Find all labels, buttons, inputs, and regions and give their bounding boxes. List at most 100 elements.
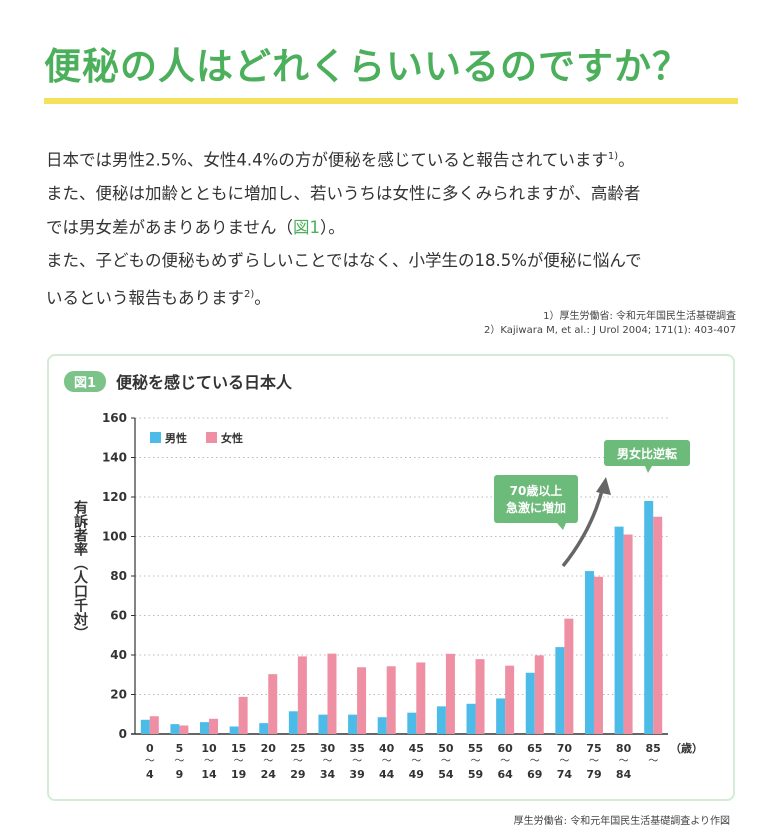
figure-badge: 図1 (64, 371, 107, 392)
x-tick-separator: 〜 (234, 756, 244, 767)
bar-female (653, 516, 663, 734)
x-tick-label: 60 (497, 742, 513, 755)
bar-male (644, 500, 654, 734)
legend-swatch (206, 432, 217, 443)
x-tick-label: 5 (176, 742, 184, 755)
x-tick-separator: 〜 (204, 756, 214, 767)
bar-female (238, 696, 248, 734)
reference-item: 1）厚生労働省: 令和元年国民生活基礎調査 (543, 311, 736, 322)
x-tick-separator: 〜 (263, 756, 273, 767)
bar-male (318, 714, 328, 734)
bar-female (179, 725, 189, 734)
x-tick-label: 20 (261, 742, 277, 755)
x-tick-label: 49 (409, 768, 424, 781)
bar-male (140, 719, 150, 734)
x-tick-separator: 〜 (411, 756, 421, 767)
x-tick-label: 74 (557, 768, 573, 781)
x-tick-label: 85 (646, 742, 661, 755)
figure-card (47, 354, 735, 801)
text: 。 (254, 288, 271, 307)
x-tick-label: 29 (290, 768, 305, 781)
bar-female (297, 656, 307, 734)
bar-female (149, 716, 159, 734)
y-tick-label: 120 (102, 490, 127, 504)
body-line: いるという報告もあります2)。 (46, 278, 746, 315)
x-tick-label: 34 (320, 768, 336, 781)
bar-female (268, 674, 278, 734)
bar-male (466, 703, 476, 734)
x-tick-label: 9 (176, 768, 184, 781)
y-tick-label: 0 (119, 727, 127, 741)
y-tick-label: 100 (102, 530, 127, 544)
x-tick-label: 35 (349, 742, 364, 755)
text: いるという報告もあります (46, 288, 244, 307)
x-tick-label: 79 (586, 768, 601, 781)
title-underline (44, 98, 738, 104)
bar-female (327, 653, 337, 734)
y-tick-label: 40 (110, 648, 127, 662)
bar-male (348, 714, 358, 734)
annotation-box (494, 475, 578, 523)
bar-male (614, 526, 624, 734)
x-tick-label: 30 (320, 742, 336, 755)
bar-female (475, 659, 485, 734)
bar-male (229, 726, 239, 734)
text: 日本では男性2.5%、女性4.4%の方が便秘を感じていると報告されています (46, 150, 608, 170)
bar-female (445, 653, 455, 734)
x-tick-label: 50 (438, 742, 454, 755)
bar-male (584, 571, 594, 734)
y-tick-label: 60 (110, 609, 127, 623)
x-tick-label: 19 (231, 768, 246, 781)
x-tick-separator: 〜 (530, 756, 540, 767)
bar-male (407, 712, 417, 734)
references: 1）厚生労働省: 令和元年国民生活基礎調査 2）Kajiwara M, et a… (484, 310, 736, 338)
figure-source: 厚生労働省: 令和元年国民生活基礎調査より作図 (513, 816, 730, 827)
text: では男女差があまりありません（ (46, 217, 294, 237)
x-tick-label: 14 (201, 768, 217, 781)
body-line: また、便秘は加齢とともに増加し、若いうちは女性に多くみられますが、高齢者 (46, 184, 641, 203)
bar-male (259, 723, 269, 734)
bar-male (200, 722, 210, 734)
x-tick-separator: 〜 (500, 756, 510, 767)
x-tick-label: 25 (290, 742, 305, 755)
x-tick-label: 59 (468, 768, 483, 781)
y-tick-label: 80 (110, 569, 127, 583)
footnote-marker: 1) (607, 151, 619, 162)
text: ）。 (320, 217, 345, 237)
x-tick-label: 15 (231, 742, 246, 755)
bar-female (564, 618, 574, 734)
bar-female (416, 662, 426, 734)
x-tick-label: 54 (438, 768, 454, 781)
annotation-box (604, 440, 690, 466)
bar-female (386, 666, 396, 734)
figure-reference: 図1 (293, 217, 321, 237)
x-tick-separator: 〜 (174, 756, 184, 767)
bar-male (496, 698, 506, 734)
x-tick-label: 64 (497, 768, 513, 781)
bar-female (593, 576, 603, 734)
footnote-marker: 2) (244, 288, 255, 300)
figure-title: 便秘を感じている日本人 (116, 373, 293, 392)
x-tick-separator: 〜 (619, 756, 629, 767)
legend-swatch (150, 432, 161, 443)
x-tick-separator: 〜 (471, 756, 481, 767)
bar-male (288, 711, 298, 734)
bar-male (436, 706, 446, 734)
x-tick-label: 55 (468, 742, 483, 755)
body-line: 日本では男性2.5%、女性4.4%の方が便秘を感じていると報告されています1)。 (46, 140, 746, 177)
x-tick-separator: 〜 (352, 756, 362, 767)
x-tick-separator: 〜 (648, 756, 658, 767)
x-tick-label: 10 (201, 742, 217, 755)
x-tick-label: 75 (586, 742, 601, 755)
x-tick-label: 24 (261, 768, 277, 781)
x-tick-label: 80 (616, 742, 632, 755)
trend-arrowhead-icon (596, 477, 611, 495)
x-tick-separator: 〜 (382, 756, 392, 767)
x-tick-separator: 〜 (145, 756, 155, 767)
x-tick-label: 40 (379, 742, 395, 755)
annotation-pointer (557, 523, 566, 530)
x-tick-label: 39 (349, 768, 364, 781)
x-tick-separator: 〜 (293, 756, 303, 767)
